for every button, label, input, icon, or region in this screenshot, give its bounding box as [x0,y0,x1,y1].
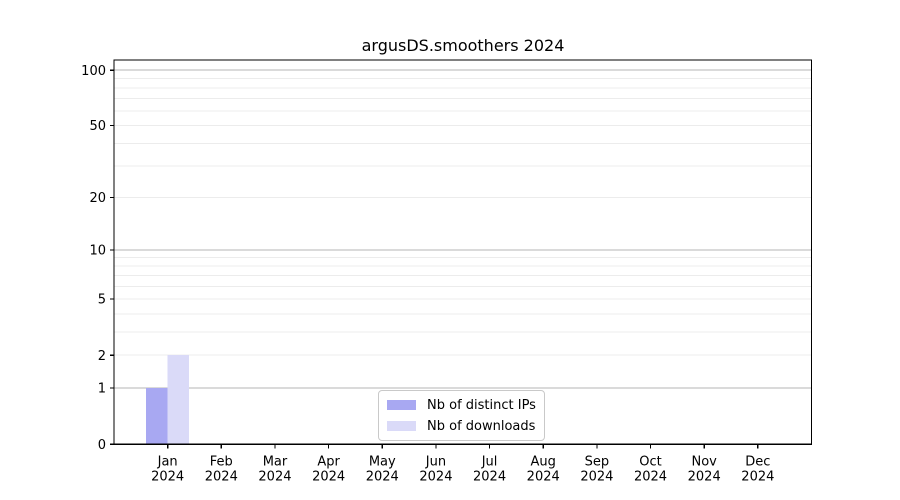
x-tick-label-year: 2024 [580,469,613,484]
x-tick-label-month: Dec [745,454,770,469]
legend: Nb of distinct IPs Nb of downloads [378,390,545,441]
y-tick-label: 50 [89,119,106,134]
legend-item-distinct-ips: Nb of distinct IPs [387,396,536,414]
x-tick-label-year: 2024 [258,469,291,484]
bar-nb-of-distinct-ips-jan [146,388,168,445]
x-tick-label-year: 2024 [634,469,667,484]
x-tick-label-year: 2024 [312,469,345,484]
x-tick-label-month: Oct [639,454,661,469]
y-tick-label: 5 [98,293,106,308]
legend-label-downloads: Nb of downloads [427,418,536,434]
x-tick-label-month: Jul [481,454,498,469]
x-tick-label-year: 2024 [151,469,184,484]
y-tick-label: 0 [98,438,106,453]
y-tick-label: 10 [89,244,106,259]
x-tick-label-month: Jun [425,454,446,469]
x-tick-label-year: 2024 [527,469,560,484]
x-tick-label-month: Jan [157,454,178,469]
y-tick-label: 100 [81,64,106,79]
x-tick-label-year: 2024 [419,469,452,484]
x-tick-label-year: 2024 [741,469,774,484]
x-tick-label-month: Apr [317,454,340,469]
x-tick-label-month: Mar [263,454,288,469]
x-tick-label-year: 2024 [366,469,399,484]
legend-swatch-downloads [387,421,416,431]
x-tick-label-month: Nov [692,454,718,469]
legend-swatch-distinct-ips [387,400,416,410]
legend-item-downloads: Nb of downloads [387,417,536,435]
y-tick-label: 2 [98,349,106,364]
y-tick-label: 1 [98,382,106,397]
x-tick-label-month: Sep [585,454,610,469]
y-tick-label: 20 [89,191,106,206]
legend-label-distinct-ips: Nb of distinct IPs [427,397,536,413]
x-tick-label-month: Aug [531,454,556,469]
x-tick-label-month: Feb [210,454,233,469]
x-tick-label-year: 2024 [688,469,721,484]
plot-border [113,59,813,445]
bar-nb-of-downloads-jan [167,355,190,445]
chart-title: argusDS.smoothers 2024 [361,36,565,55]
x-tick-label-month: May [369,454,396,469]
x-tick-label-year: 2024 [473,469,506,484]
x-tick-label-year: 2024 [205,469,238,484]
